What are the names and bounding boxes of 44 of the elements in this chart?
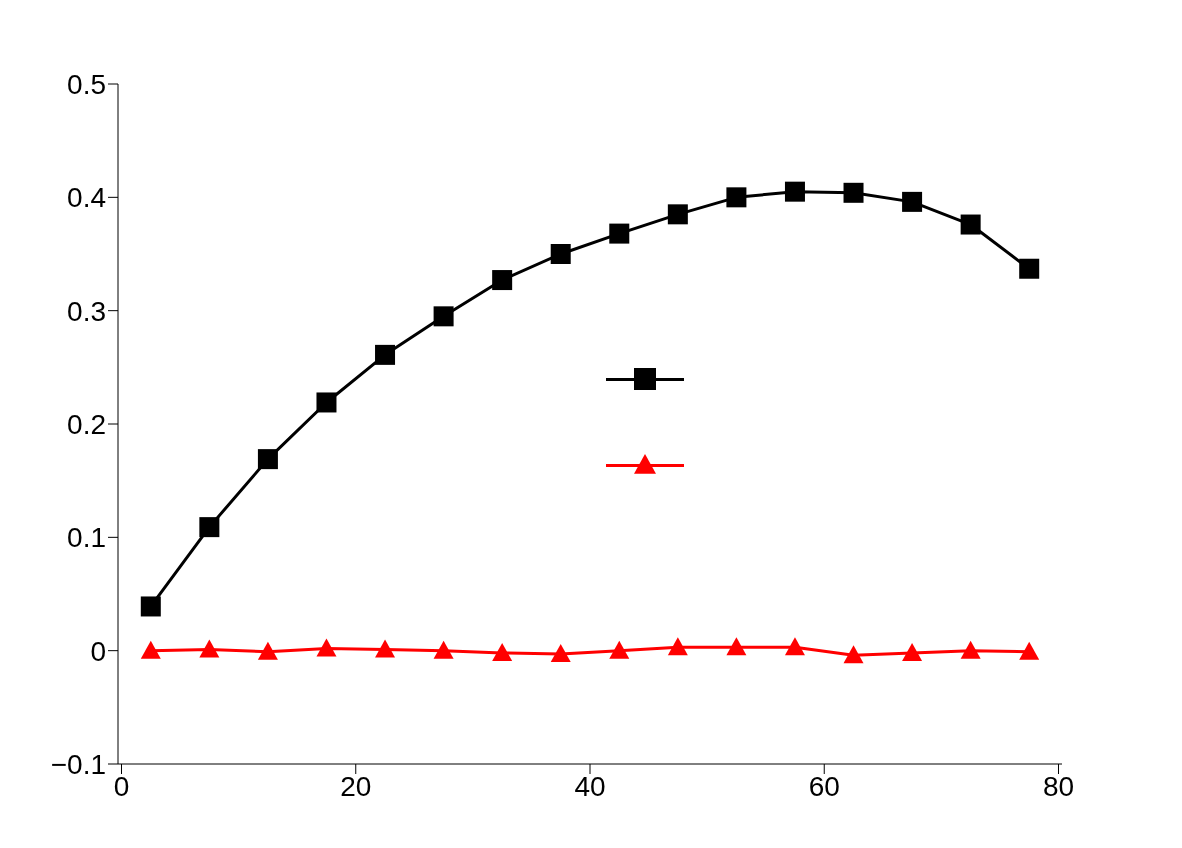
point — [316, 392, 337, 413]
x-tick-label: 80 — [1042, 770, 1075, 802]
point — [550, 644, 571, 663]
point — [1019, 258, 1040, 279]
point — [843, 182, 864, 203]
point — [667, 204, 688, 225]
x-tick-label: 20 — [340, 770, 372, 802]
point — [199, 517, 220, 538]
y-tick-label: 0.5 — [67, 68, 106, 100]
point — [784, 637, 805, 656]
y-tick-label: −0.1 — [50, 748, 106, 780]
point — [726, 187, 747, 208]
y-tick-label: 0.4 — [67, 182, 106, 214]
point — [960, 640, 981, 659]
point — [140, 640, 161, 659]
point — [843, 645, 864, 664]
point — [609, 640, 630, 659]
point — [902, 642, 923, 661]
point — [375, 344, 396, 365]
point — [667, 637, 688, 656]
point — [550, 244, 571, 264]
y-tick-label: 0.3 — [67, 295, 106, 327]
point — [375, 639, 396, 658]
point — [433, 640, 454, 659]
point — [257, 449, 278, 470]
point — [609, 223, 630, 244]
point — [316, 638, 337, 657]
point — [199, 639, 220, 658]
y-tick-label: 0 — [90, 635, 106, 667]
point — [726, 637, 747, 656]
point — [492, 642, 513, 661]
point — [433, 306, 454, 327]
x-tick-label: 60 — [808, 770, 840, 802]
point — [492, 270, 513, 291]
y-tick-label: 0.1 — [67, 522, 106, 554]
point — [784, 181, 805, 202]
point — [960, 214, 981, 235]
point — [902, 191, 923, 212]
point — [1019, 641, 1040, 660]
point — [140, 596, 161, 617]
x-tick-label: 0 — [113, 770, 130, 802]
point — [257, 641, 278, 660]
x-tick-label: 40 — [574, 770, 606, 802]
y-tick-label: 0.2 — [67, 408, 106, 440]
